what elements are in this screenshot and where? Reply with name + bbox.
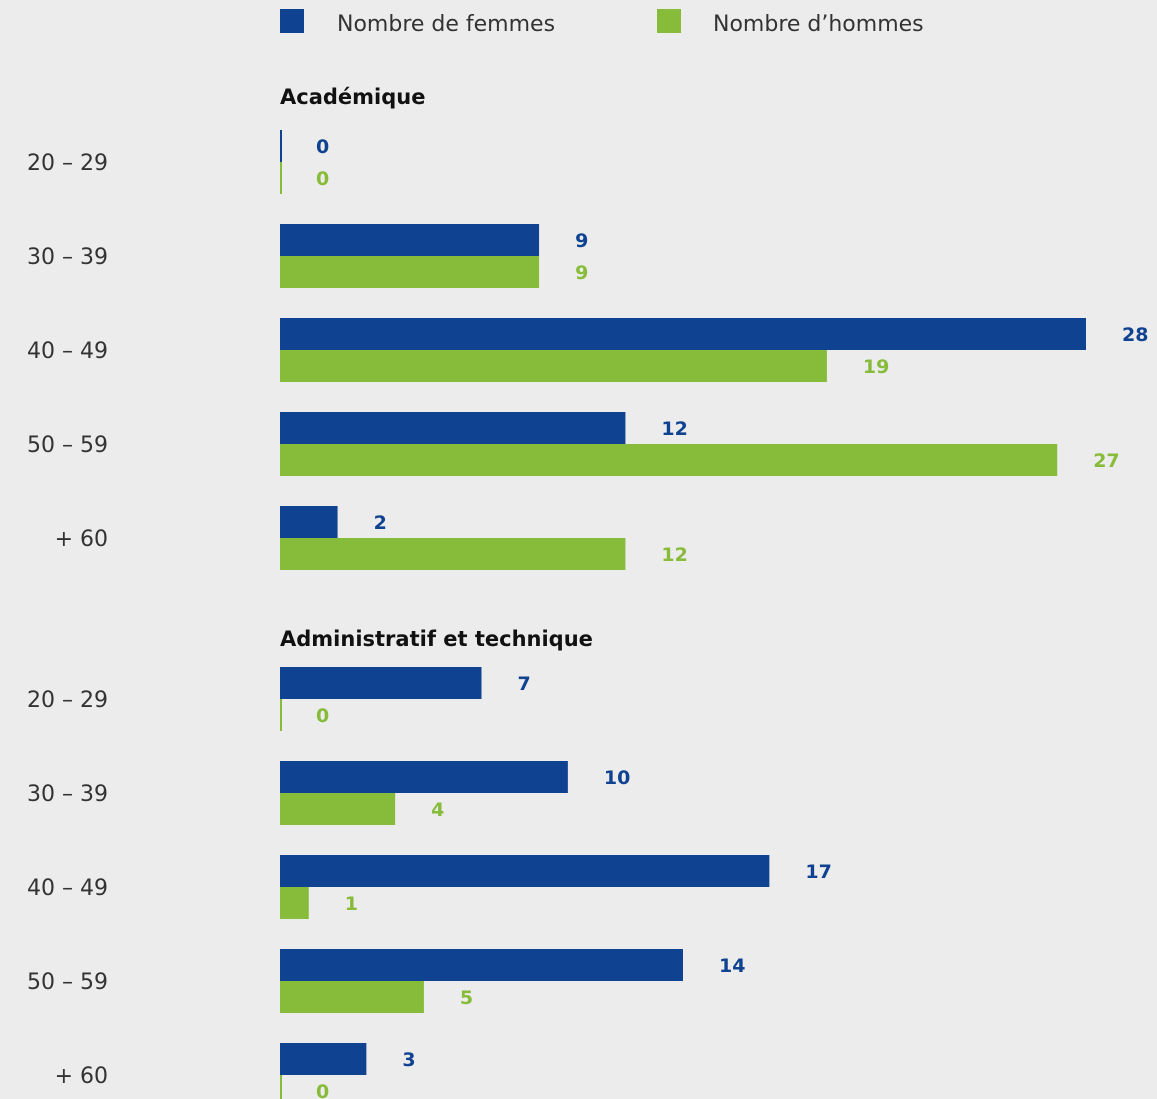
value-label-men: 1: [345, 893, 358, 915]
category-label: 40 – 49: [27, 339, 108, 364]
category-label: 30 – 39: [27, 782, 108, 807]
bar-men: [280, 699, 282, 731]
bar-women: [280, 949, 683, 981]
value-label-men: 4: [431, 799, 444, 821]
bar-women: [280, 224, 540, 256]
category-label: 20 – 29: [27, 688, 108, 713]
category-label: + 60: [55, 1064, 108, 1089]
value-label-women: 7: [518, 673, 531, 695]
bar-men: [280, 981, 424, 1013]
value-label-men: 0: [316, 1081, 329, 1099]
legend-label-women: Nombre de femmes: [337, 12, 555, 37]
bar-women: [280, 1043, 367, 1075]
bar-women: [280, 667, 482, 699]
value-label-men: 19: [863, 356, 889, 378]
bar-men: [280, 793, 396, 825]
category-label: + 60: [55, 527, 108, 552]
value-label-women: 17: [805, 861, 831, 883]
bar-women: [280, 130, 282, 162]
bar-men: [280, 350, 827, 382]
category-label: 30 – 39: [27, 245, 108, 270]
value-label-women: 3: [402, 1049, 415, 1071]
legend: Nombre de femmes Nombre d’hommes: [280, 9, 924, 37]
value-label-women: 9: [575, 230, 588, 252]
bar-men: [280, 444, 1058, 476]
value-label-women: 28: [1122, 324, 1148, 346]
value-label-women: 0: [316, 136, 329, 158]
category-label: 40 – 49: [27, 876, 108, 901]
section-title-administratif: Administratif et technique: [280, 627, 593, 651]
bar-women: [280, 318, 1086, 350]
value-label-men: 12: [661, 544, 687, 566]
value-label-women: 12: [661, 418, 687, 440]
category-label: 50 – 59: [27, 433, 108, 458]
bar-men: [280, 1075, 282, 1099]
legend-label-men: Nombre d’hommes: [713, 12, 924, 37]
bar-women: [280, 761, 568, 793]
legend-swatch-women: [280, 9, 304, 33]
bar-men: [280, 887, 309, 919]
legend-swatch-men: [657, 9, 681, 33]
bar-men: [280, 256, 540, 288]
value-label-men: 27: [1093, 450, 1119, 472]
bar-women: [280, 855, 770, 887]
category-label: 20 – 29: [27, 151, 108, 176]
bar-women: [280, 412, 626, 444]
value-label-men: 0: [316, 168, 329, 190]
value-label-men: 5: [460, 987, 473, 1009]
bar-men: [280, 538, 626, 570]
value-label-men: 0: [316, 705, 329, 727]
value-label-men: 9: [575, 262, 588, 284]
bar-men: [280, 162, 282, 194]
category-label: 50 – 59: [27, 970, 108, 995]
value-label-women: 10: [604, 767, 630, 789]
section-title-academique: Académique: [280, 85, 425, 109]
value-label-women: 14: [719, 955, 745, 977]
value-label-women: 2: [374, 512, 387, 534]
bar-women: [280, 506, 338, 538]
